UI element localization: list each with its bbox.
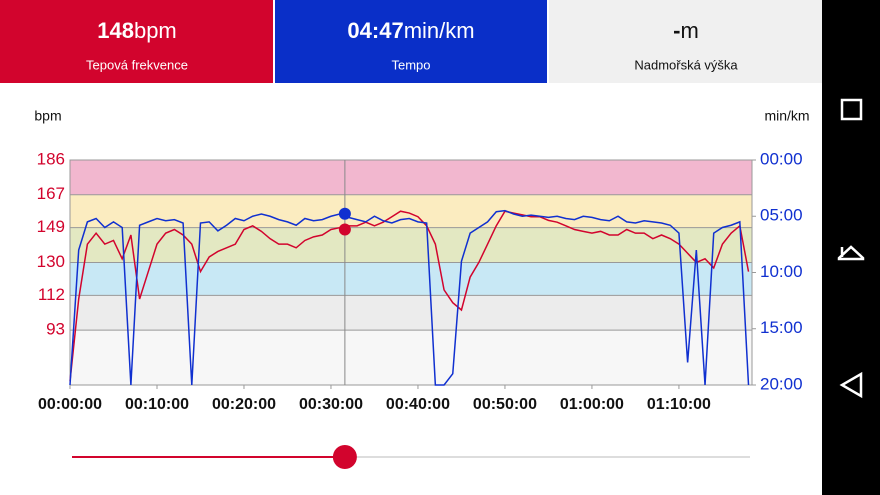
y-tick-label: 186: [37, 149, 65, 168]
zone-band: [70, 330, 752, 385]
zone-band: [70, 295, 752, 331]
y-tick-label: 130: [37, 252, 65, 271]
back-button[interactable]: [839, 371, 863, 399]
x-tick-label: 00:00:00: [38, 396, 102, 413]
x-tick-label: 00:30:00: [299, 396, 363, 413]
hr-tile[interactable]: [0, 0, 273, 83]
home-button[interactable]: [837, 245, 865, 261]
x-tick-label: 00:50:00: [473, 396, 537, 413]
tile-label: Nadmořská výška: [634, 57, 738, 72]
zone-band: [70, 227, 752, 263]
y2-tick-label: 00:00: [760, 149, 803, 168]
y-tick-label: 149: [37, 217, 65, 236]
y-tick-label: 112: [38, 285, 65, 304]
pace-tile[interactable]: [275, 0, 547, 83]
y2-tick-label: 15:00: [760, 318, 803, 337]
y2-tick-label: 20:00: [760, 374, 803, 393]
slider-knob[interactable]: [332, 445, 357, 469]
tile-value: 148bpm: [97, 18, 177, 43]
x-tick-label: 00:40:00: [386, 396, 450, 413]
plot-frame: [69, 159, 753, 386]
x-tick-label: 01:00:00: [560, 396, 624, 413]
altitude-tile[interactable]: [549, 0, 822, 83]
tile-label: Tepová frekvence: [86, 57, 188, 72]
tile-value: -m: [673, 18, 699, 43]
x-tick-label: 00:10:00: [125, 396, 189, 413]
value: 148: [97, 18, 134, 43]
unit: m: [681, 18, 699, 43]
tile-value: 04:47min/km: [347, 18, 474, 43]
zone-band: [70, 160, 752, 195]
cursor-hr-dot: [338, 223, 351, 236]
cursor-pace-dot: [338, 207, 351, 220]
series-line: [69, 209, 750, 386]
tile-label: Tempo: [391, 57, 430, 72]
x-tick-label: 00:20:00: [212, 396, 276, 413]
y2-tick-label: 05:00: [760, 206, 803, 225]
y2-tick-label: 10:00: [760, 262, 803, 281]
unit: bpm: [134, 18, 177, 43]
y-tick-label: 167: [37, 184, 65, 203]
recents-button[interactable]: [840, 98, 863, 121]
zone-band: [70, 194, 752, 228]
y-axis-label: bpm: [34, 108, 61, 124]
value: 04:47: [347, 18, 403, 43]
value: -: [673, 18, 680, 43]
x-tick-label: 01:10:00: [647, 396, 711, 413]
zone-band: [70, 262, 752, 296]
y-tick-label: 93: [46, 320, 65, 339]
y2-axis-label: min/km: [764, 108, 809, 124]
unit: min/km: [404, 18, 475, 43]
